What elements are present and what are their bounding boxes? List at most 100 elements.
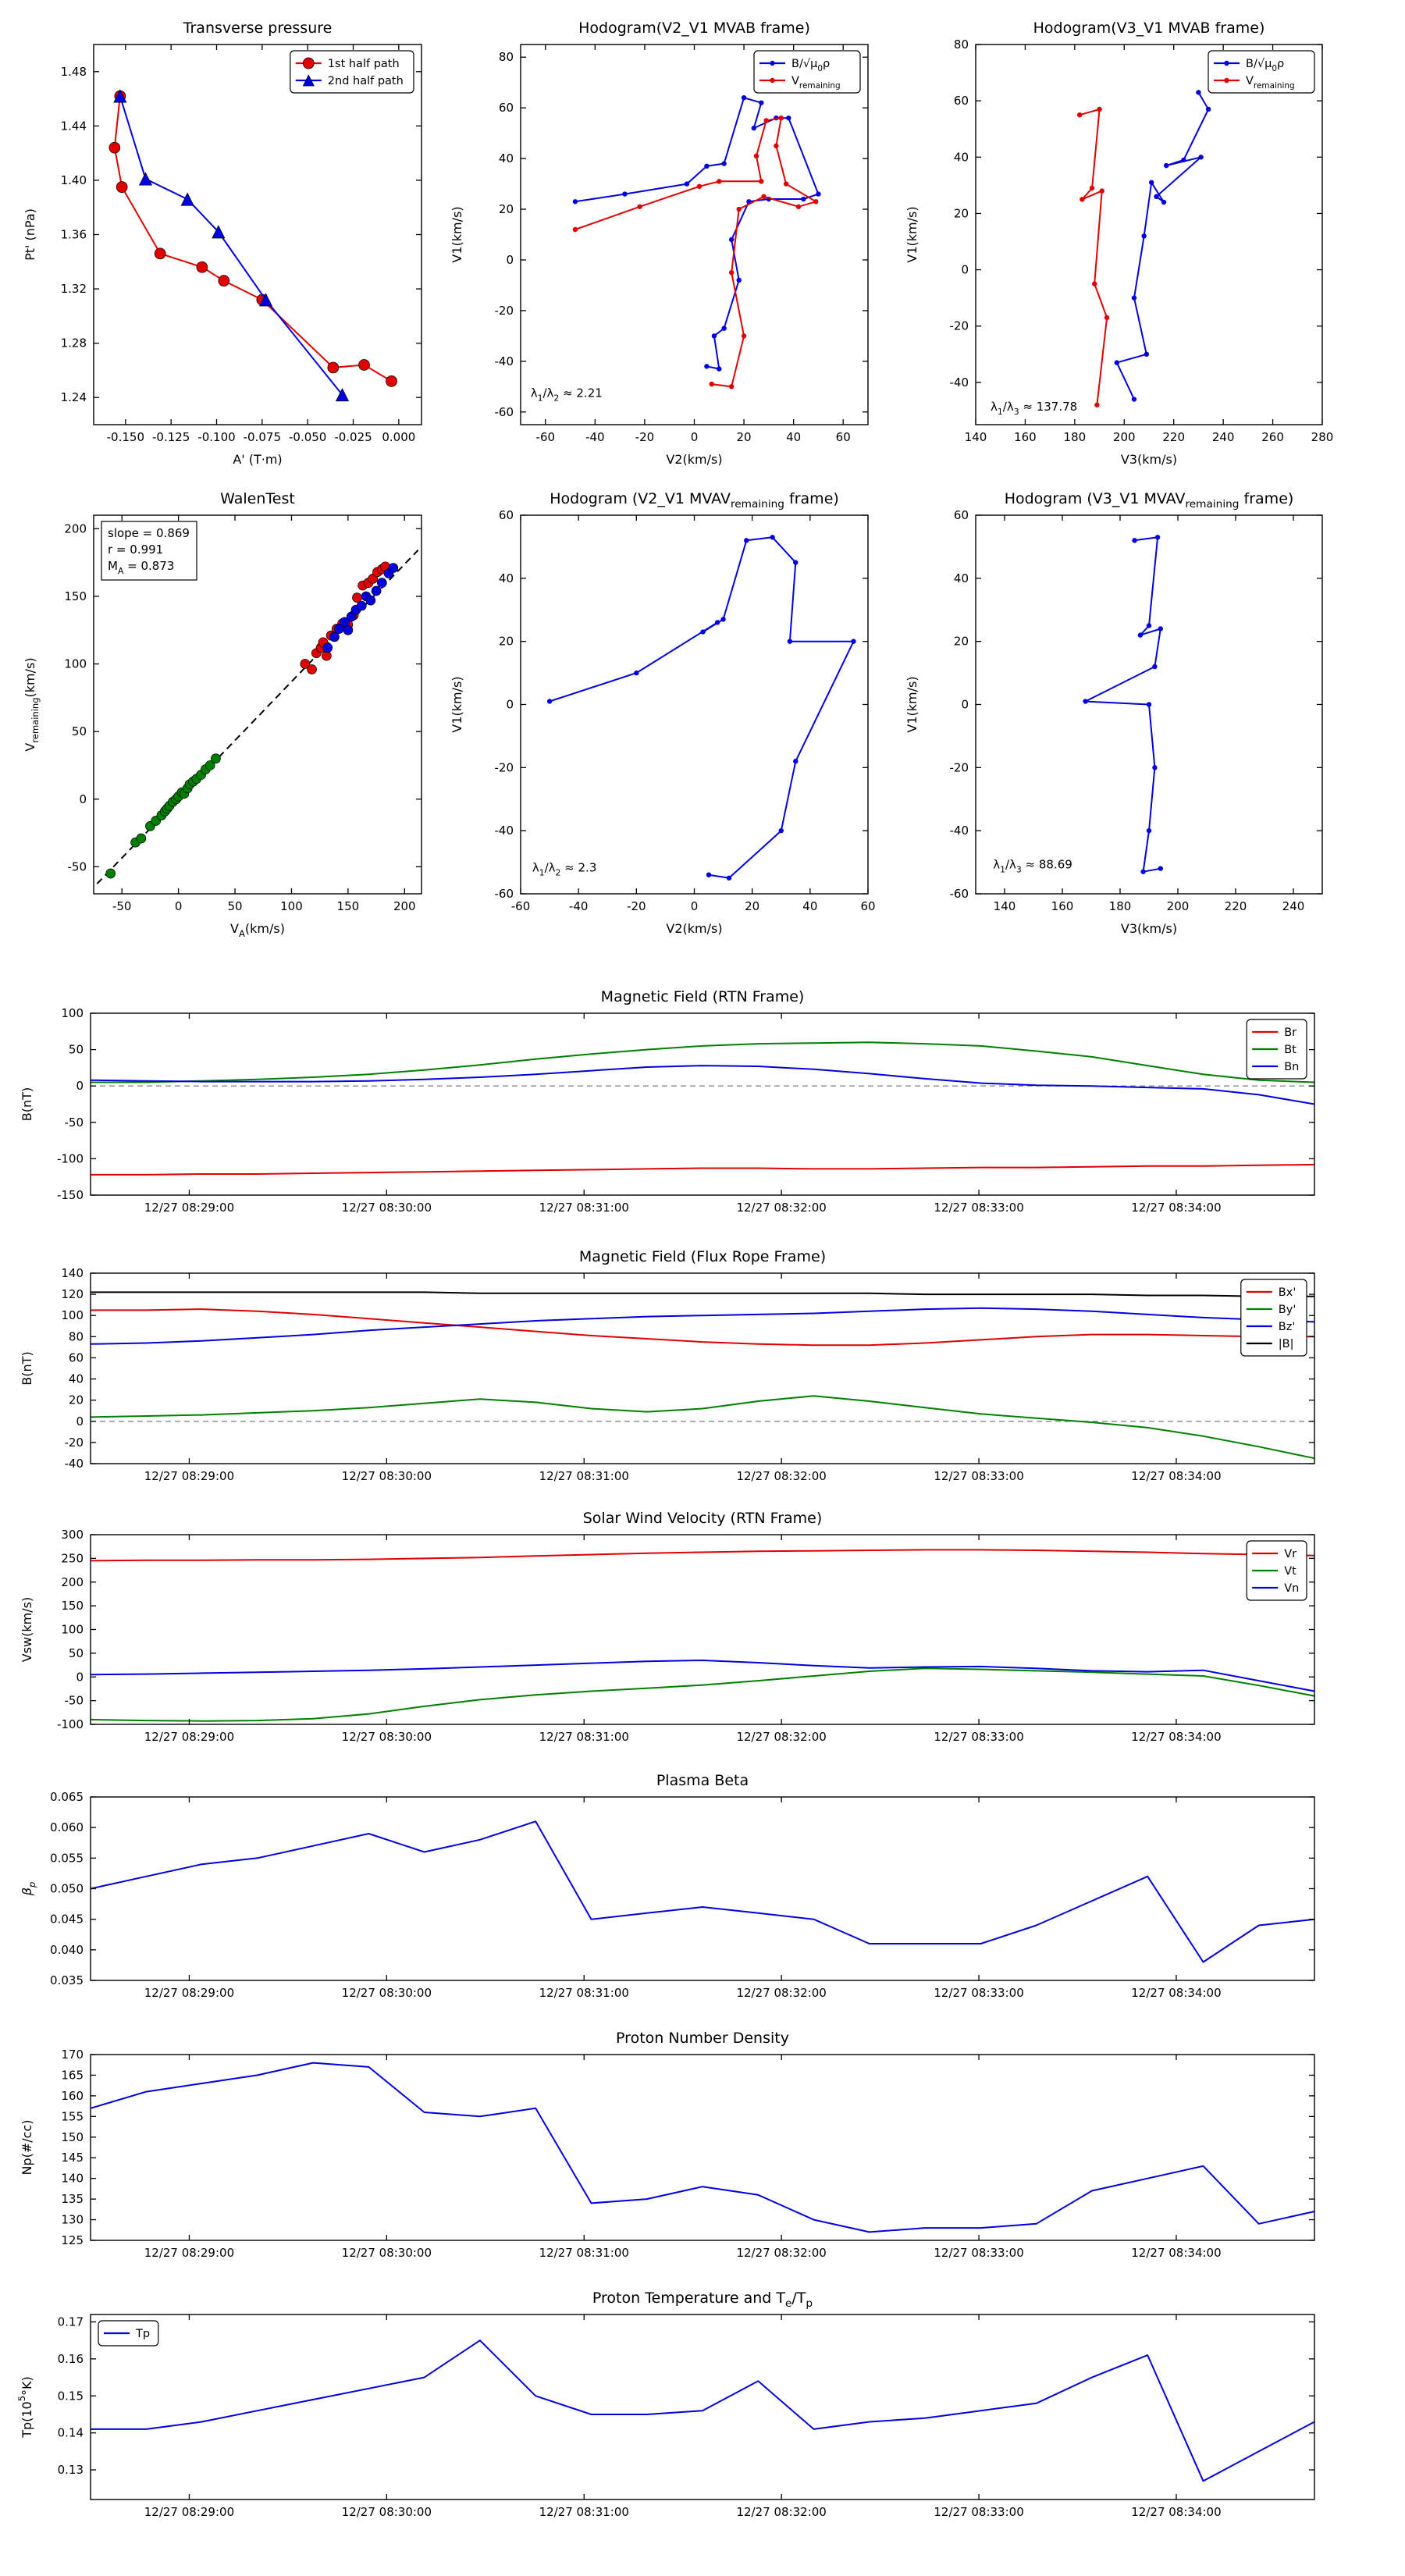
svg-text:40: 40 [954,150,969,164]
svg-text:-50: -50 [65,1694,84,1708]
svg-text:170: 170 [61,2048,84,2062]
svg-text:12/27 08:32:00: 12/27 08:32:00 [736,2246,826,2260]
svg-text:Vn: Vn [1284,1582,1299,1595]
svg-text:VA(km/s): VA(km/s) [230,921,285,939]
svg-text:Tp: Tp [135,2328,150,2340]
svg-text:300: 300 [61,1528,84,1542]
svg-text:Vremaining: Vremaining [791,75,841,91]
panel-transverse-pressure: -0.150 -0.125 -0.100 -0.075 -0.050 -0.025 0.00… [16,12,437,473]
svg-text:λ1/λ3 ≈ 88.69: λ1/λ3 ≈ 88.69 [993,858,1072,875]
panel-walen-test: -50 0 50 100 150 200 -50 0 50 100 150 200 WalenTest V… [16,482,437,942]
svg-text:-60: -60 [495,887,514,901]
svg-text:0.055: 0.055 [50,1851,84,1865]
svg-text:Proton Number Density: Proton Number Density [616,2030,789,2047]
svg-text:MA = 0.873: MA = 0.873 [108,559,174,576]
svg-text:2nd half path: 2nd half path [328,75,404,87]
svg-text:12/27 08:32:00: 12/27 08:32:00 [736,1201,826,1215]
svg-text:-20: -20 [950,760,969,774]
svg-text:12/27 08:34:00: 12/27 08:34:00 [1131,2246,1221,2260]
svg-text:0: 0 [506,698,514,712]
svg-text:1.40: 1.40 [61,173,87,187]
svg-text:λ1/λ2 ≈ 2.21: λ1/λ2 ≈ 2.21 [531,386,603,403]
svg-text:40: 40 [499,571,514,585]
chart-svg: 12/27 08:29:00 12/27 08:30:00 12/27 08:31:… [20,1510,1315,1744]
svg-text:0: 0 [76,1079,84,1093]
svg-text:12/27 08:34:00: 12/27 08:34:00 [1131,1730,1221,1744]
svg-text:12/27 08:32:00: 12/27 08:32:00 [736,2505,826,2519]
svg-text:-0.025: -0.025 [334,430,372,444]
svg-text:220: 220 [1225,899,1247,913]
svg-text:20: 20 [499,635,514,649]
svg-text:Pt' (nPa): Pt' (nPa) [23,208,37,261]
svg-text:150: 150 [64,589,87,603]
svg-text:-60: -60 [511,899,531,913]
svg-text:-0.050: -0.050 [289,430,326,444]
svg-text:Bz': Bz' [1279,1321,1296,1333]
svg-text:12/27 08:29:00: 12/27 08:29:00 [144,1201,234,1215]
panel-bfield-rtn: 12/27 08:29:00 12/27 08:30:00 12/27 08:31:… [12,980,1330,1244]
svg-text:240: 240 [1212,430,1235,444]
svg-text:0: 0 [76,1414,84,1429]
svg-text:Bt: Bt [1284,1044,1297,1056]
svg-text:-0.125: -0.125 [152,430,190,444]
svg-text:100: 100 [61,1623,84,1637]
svg-text:80: 80 [954,37,969,52]
svg-text:60: 60 [954,94,969,108]
svg-text:12/27 08:31:00: 12/27 08:31:00 [539,1469,629,1483]
svg-text:125: 125 [61,2233,84,2247]
svg-text:200: 200 [1113,430,1136,444]
svg-text:12/27 08:30:00: 12/27 08:30:00 [342,1986,432,2000]
svg-text:0.000: 0.000 [382,430,415,444]
svg-text:12/27 08:29:00: 12/27 08:29:00 [144,2505,234,2519]
chart-svg: 12/27 08:29:00 12/27 08:30:00 12/27 08:31:… [20,1772,1315,2000]
svg-text:135: 135 [61,2192,84,2206]
svg-text:140: 140 [61,1266,84,1280]
chart-svg: -50 0 50 100 150 200 -50 0 50 100 150 200 WalenTest V… [23,490,422,939]
svg-text:-40: -40 [950,375,969,390]
svg-text:-40: -40 [495,354,514,368]
svg-text:100: 100 [61,1006,84,1020]
svg-text:0.13: 0.13 [58,2463,84,2477]
svg-text:12/27 08:33:00: 12/27 08:33:00 [934,1986,1023,2000]
svg-text:0: 0 [506,253,514,267]
svg-text:-0.075: -0.075 [244,430,281,444]
svg-text:-60: -60 [950,887,969,901]
panel-bfield-fluxrope: 12/27 08:29:00 12/27 08:30:00 12/27 08:31:… [12,1240,1330,1512]
svg-text:12/27 08:33:00: 12/27 08:33:00 [934,1730,1023,1744]
svg-text:150: 150 [61,2130,84,2144]
svg-text:200: 200 [64,521,87,535]
svg-text:280: 280 [1311,430,1334,444]
svg-text:12/27 08:32:00: 12/27 08:32:00 [736,1469,826,1483]
svg-text:0.050: 0.050 [50,1882,84,1896]
svg-text:-20: -20 [495,760,514,774]
svg-text:-40: -40 [65,1457,84,1471]
svg-text:-50: -50 [68,859,87,873]
svg-text:Vt: Vt [1284,1565,1297,1578]
svg-text:200: 200 [393,899,416,913]
svg-text:12/27 08:33:00: 12/27 08:33:00 [934,2505,1023,2519]
svg-text:λ1/λ2 ≈ 2.3: λ1/λ2 ≈ 2.3 [532,861,597,878]
chart-svg: 12/27 08:29:00 12/27 08:30:00 12/27 08:31:… [16,2290,1315,2519]
svg-text:200: 200 [61,1575,84,1589]
panel-proton-temperature: 12/27 08:29:00 12/27 08:30:00 12/27 08:31:… [12,2282,1330,2548]
chart-svg: 12/27 08:29:00 12/27 08:30:00 12/27 08:31:… [20,1248,1315,1483]
svg-text:12/27 08:34:00: 12/27 08:34:00 [1131,1986,1221,2000]
svg-text:Plasma Beta: Plasma Beta [656,1772,749,1789]
svg-text:0.040: 0.040 [50,1943,84,1957]
svg-text:B(nT): B(nT) [20,1087,34,1121]
svg-text:100: 100 [64,657,87,671]
chart-svg: -0.150 -0.125 -0.100 -0.075 -0.050 -0.025 0.00… [23,20,422,467]
svg-text:12/27 08:29:00: 12/27 08:29:00 [144,2246,234,2260]
svg-text:100: 100 [280,899,303,913]
svg-text:12/27 08:30:00: 12/27 08:30:00 [342,1469,432,1483]
chart-svg: 140 160 180 200 220 240 -60 -40 -20 0 20 40 60 Hodogr… [905,490,1323,936]
chart-svg: 140 160 180 200 220 240 260 280 -40 -20 0 20 40 60 80 H… [905,20,1334,467]
chart-svg: -60 -40 -20 0 20 40 60 -60 -40 -20 0 20 40 60 80 Hodogr… [450,20,869,467]
svg-text:0.17: 0.17 [58,2314,84,2329]
svg-text:Hodogram(V3_V1 MVAB frame): Hodogram(V3_V1 MVAB frame) [1033,20,1265,37]
svg-text:40: 40 [802,899,817,913]
svg-text:12/27 08:32:00: 12/27 08:32:00 [736,1730,826,1744]
svg-text:155: 155 [61,2109,84,2123]
svg-text:WalenTest: WalenTest [220,490,295,507]
